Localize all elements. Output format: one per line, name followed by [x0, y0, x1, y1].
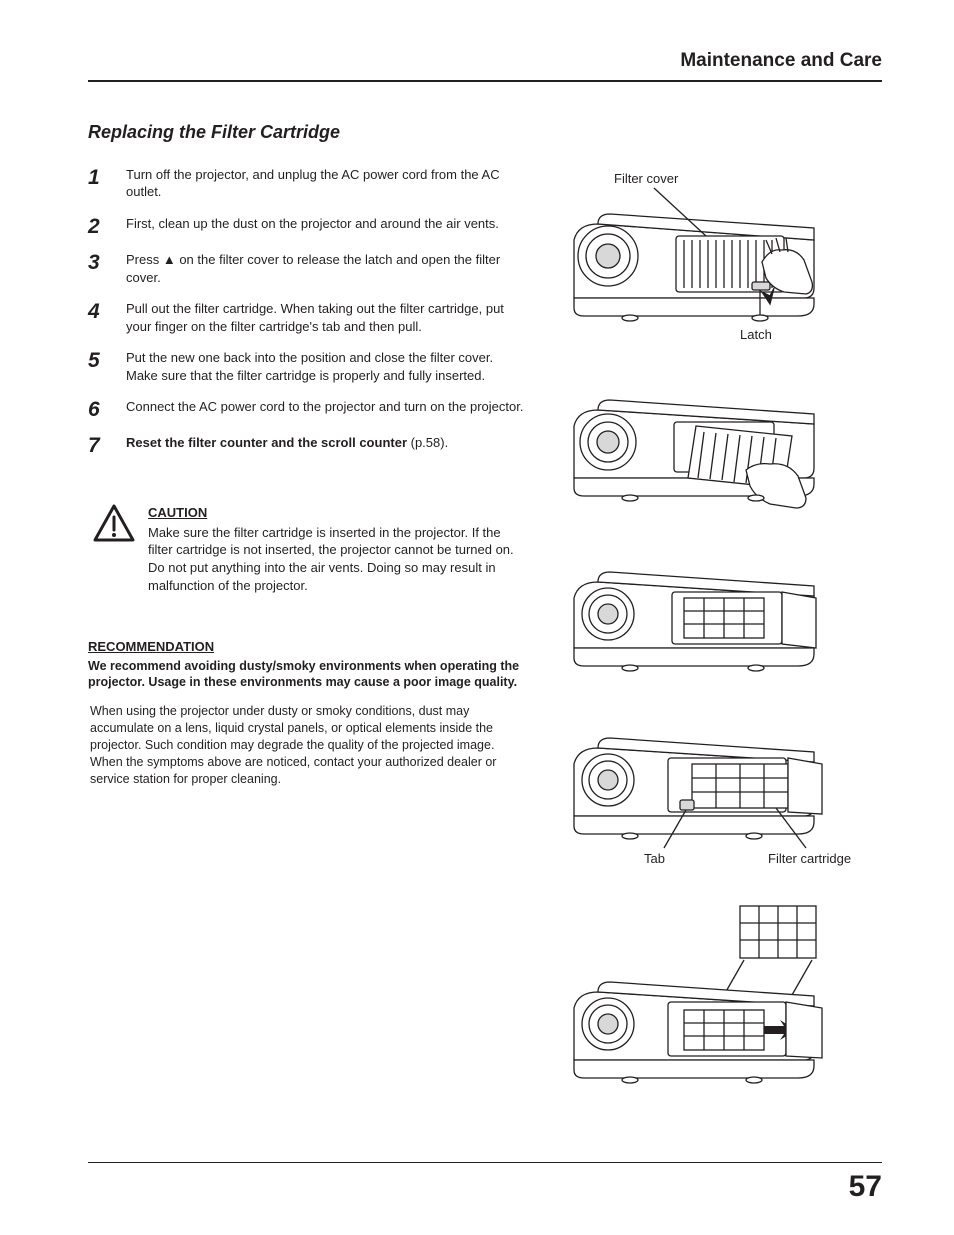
- illustration-5: [556, 902, 856, 1102]
- step-text: Pull out the filter cartridge. When taki…: [126, 300, 528, 335]
- step-number: 2: [88, 215, 112, 237]
- step-text: Reset the filter counter and the scroll …: [126, 434, 448, 456]
- step-text: Press ▲ on the filter cover to release t…: [126, 251, 528, 286]
- caution-block: CAUTION Make sure the filter cartridge i…: [88, 504, 528, 594]
- header-rule: [88, 80, 882, 82]
- reco-heading: RECOMMENDATION: [88, 638, 528, 656]
- footer: 57: [88, 1162, 882, 1208]
- label-filter-cartridge: Filter cartridge: [768, 850, 851, 868]
- page-number: 57: [88, 1167, 882, 1208]
- label-latch: Latch: [740, 326, 772, 344]
- step-bold: Reset the filter counter and the scroll …: [126, 435, 407, 450]
- step-number: 5: [88, 349, 112, 384]
- step-4: 4 Pull out the filter cartridge. When ta…: [88, 300, 528, 335]
- step-text: Connect the AC power cord to the project…: [126, 398, 523, 420]
- warning-icon: [92, 504, 136, 594]
- footer-rule: [88, 1162, 882, 1163]
- caution-body: Make sure the filter cartridge is insert…: [148, 524, 528, 559]
- illustration-1: Filter cover: [556, 170, 856, 350]
- step-3: 3 Press ▲ on the filter cover to release…: [88, 251, 528, 286]
- step-2: 2 First, clean up the dust on the projec…: [88, 215, 528, 237]
- left-column: 1 Turn off the projector, and unplug the…: [88, 166, 528, 1102]
- step-number: 7: [88, 434, 112, 456]
- step-text: Turn off the projector, and unplug the A…: [126, 166, 528, 201]
- header-title: Maintenance and Care: [88, 48, 882, 74]
- step-text: Put the new one back into the position a…: [126, 349, 528, 384]
- reco-bold: We recommend avoiding dusty/smoky enviro…: [88, 658, 528, 692]
- step-1: 1 Turn off the projector, and unplug the…: [88, 166, 528, 201]
- reco-body: When using the projector under dusty or …: [88, 703, 528, 754]
- step-number: 3: [88, 251, 112, 286]
- reco-body: When the symptoms above are noticed, con…: [88, 754, 528, 788]
- caution-body: Do not put anything into the air vents. …: [148, 559, 528, 594]
- step-number: 4: [88, 300, 112, 335]
- recommendation-block: RECOMMENDATION We recommend avoiding dus…: [88, 638, 528, 788]
- caution-heading: CAUTION: [148, 504, 528, 522]
- step-number: 1: [88, 166, 112, 201]
- step-5: 5 Put the new one back into the position…: [88, 349, 528, 384]
- section-title: Replacing the Filter Cartridge: [88, 120, 882, 144]
- illustration-4: Tab Filter cartridge: [556, 714, 856, 874]
- step-7: 7 Reset the filter counter and the scrol…: [88, 434, 528, 456]
- step-6: 6 Connect the AC power cord to the proje…: [88, 398, 528, 420]
- label-filter-cover: Filter cover: [614, 170, 678, 188]
- right-column: Filter cover: [556, 166, 856, 1102]
- step-number: 6: [88, 398, 112, 420]
- illustration-2: [556, 378, 856, 528]
- step-text: First, clean up the dust on the projecto…: [126, 215, 499, 237]
- step-tail: (p.58).: [407, 435, 448, 450]
- illustration-3: [556, 556, 856, 686]
- label-tab: Tab: [644, 850, 665, 868]
